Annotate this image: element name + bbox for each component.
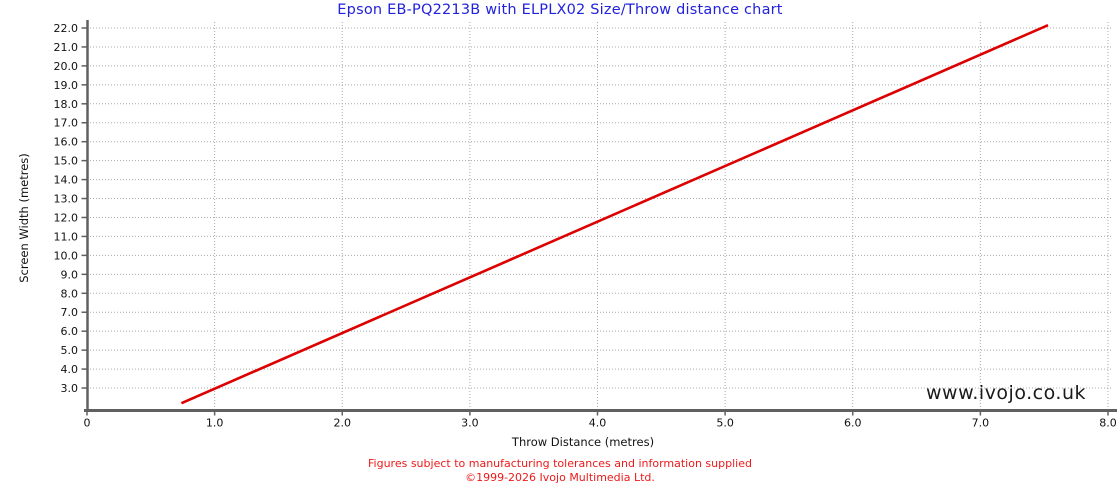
y-tick-label: 20.0 <box>54 60 79 73</box>
y-tick-label: 9.0 <box>61 268 79 281</box>
footer-copyright: ©1999-2026 Ivojo Multimedia Ltd. <box>465 471 655 484</box>
y-tick-label: 22.0 <box>54 22 79 35</box>
y-tick-label: 13.0 <box>54 193 79 206</box>
y-tick-label: 7.0 <box>61 306 79 319</box>
y-axis-label: Screen Width (metres) <box>17 153 31 283</box>
y-tick-label: 14.0 <box>54 174 79 187</box>
y-tick-label: 3.0 <box>61 382 79 395</box>
x-tick-label: 8.0 <box>1099 417 1117 430</box>
plot-generated: 0 1.0 2.0 3.0 4.0 5.0 6.0 7.0 8.0 3.0 4.0 5.0 6.0 7.0… <box>54 20 1117 430</box>
x-tick-label: 3.0 <box>461 417 479 430</box>
screen-width-vs-throw-distance <box>180 23 1049 405</box>
chart-title: Epson EB-PQ2213B with ELPLX02 Size/Throw… <box>337 2 783 18</box>
watermark: www.ivojo.co.uk <box>926 382 1086 404</box>
y-tick-label: 21.0 <box>54 41 79 54</box>
y-tick-label: 8.0 <box>61 287 79 300</box>
x-tick-label: 1.0 <box>206 417 224 430</box>
y-tick-label: 5.0 <box>61 344 79 357</box>
y-tick-label: 10.0 <box>54 249 79 262</box>
y-tick-label: 6.0 <box>61 325 79 338</box>
y-tick-label: 16.0 <box>54 136 79 149</box>
x-tick-label: 4.0 <box>589 417 607 430</box>
y-tick-label: 11.0 <box>54 230 79 243</box>
y-tick-label: 19.0 <box>54 79 79 92</box>
x-tick-label: 5.0 <box>716 417 734 430</box>
y-tick-label: 17.0 <box>54 117 79 130</box>
y-tick-label: 12.0 <box>54 211 79 224</box>
x-tick-label: 7.0 <box>972 417 990 430</box>
x-tick-label: 6.0 <box>844 417 862 430</box>
x-tick-label: 0 <box>84 417 91 430</box>
y-tick-label: 15.0 <box>54 155 79 168</box>
y-tick-label: 4.0 <box>61 363 79 376</box>
x-tick-label: 2.0 <box>334 417 352 430</box>
footer-tolerance-note: Figures subject to manufacturing toleran… <box>368 457 752 470</box>
x-axis-label: Throw Distance (metres) <box>511 435 654 449</box>
y-tick-label: 18.0 <box>54 98 79 111</box>
